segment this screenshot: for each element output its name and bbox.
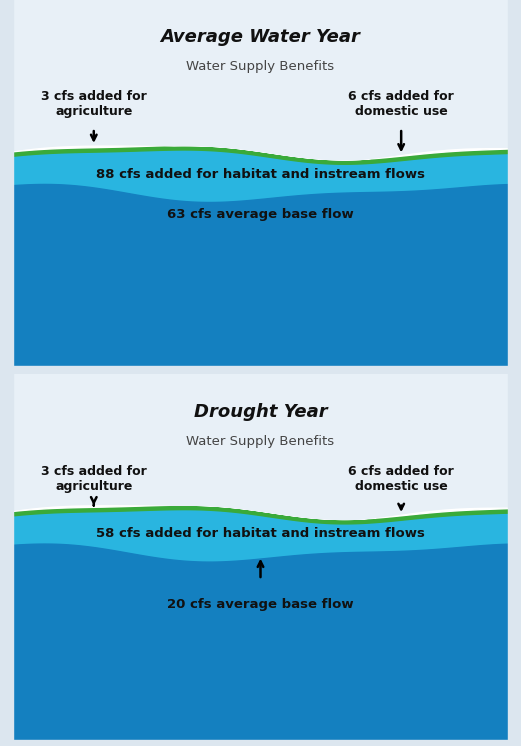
Text: 6 cfs added for
domestic use: 6 cfs added for domestic use [349, 465, 454, 492]
Text: 3 cfs added for
agriculture: 3 cfs added for agriculture [41, 90, 146, 118]
FancyBboxPatch shape [10, 4, 511, 368]
Polygon shape [21, 523, 500, 746]
Text: Water Supply Benefits: Water Supply Benefits [187, 435, 334, 448]
Text: 88 cfs added for habitat and instream flows: 88 cfs added for habitat and instream fl… [96, 168, 425, 181]
Text: 6 cfs added for
domestic use: 6 cfs added for domestic use [349, 90, 454, 118]
Text: Average Water Year: Average Water Year [160, 28, 361, 46]
Text: 20 cfs average base flow: 20 cfs average base flow [167, 598, 354, 610]
Text: 3 cfs added for
agriculture: 3 cfs added for agriculture [41, 465, 146, 492]
Text: 58 cfs added for habitat and instream flows: 58 cfs added for habitat and instream fl… [96, 527, 425, 540]
FancyBboxPatch shape [10, 378, 511, 742]
Text: Drought Year: Drought Year [194, 403, 327, 421]
Polygon shape [21, 134, 500, 475]
Text: 63 cfs average base flow: 63 cfs average base flow [167, 208, 354, 222]
Text: Water Supply Benefits: Water Supply Benefits [187, 60, 334, 73]
